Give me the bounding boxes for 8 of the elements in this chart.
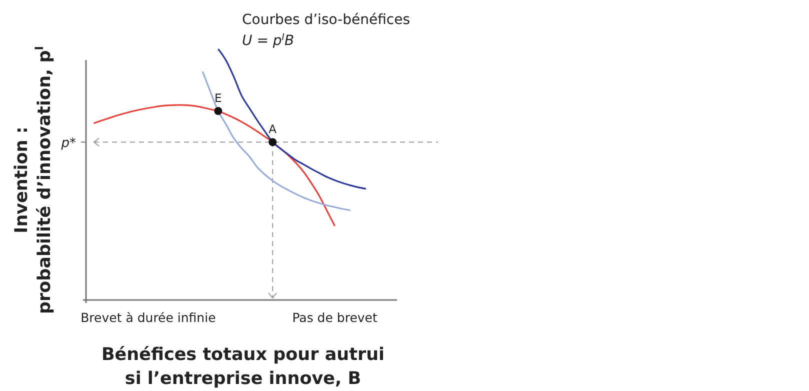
annotation: E: [214, 90, 222, 105]
x-tick-label: Pas de brevet: [292, 310, 378, 325]
annotation: U = p$^{I}$B: [242, 33, 294, 49]
x-tick-label: Brevet à durée infinie: [80, 310, 216, 325]
ref-line-label: p*: [60, 136, 76, 152]
x-axis-title: Bénéfices totaux pour autrui si l’entreprise innove, B: [101, 345, 385, 389]
text: Courbes d’iso-bénéfices: [242, 12, 410, 28]
annotation: A: [268, 122, 277, 136]
